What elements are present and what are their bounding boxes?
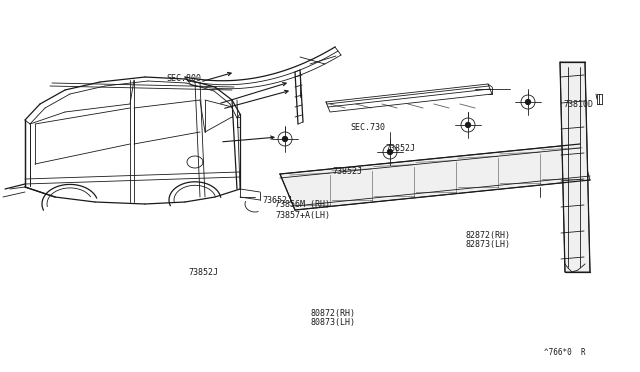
Text: 73810D: 73810D [563, 100, 593, 109]
Polygon shape [560, 62, 590, 272]
Text: 73856M (RH): 73856M (RH) [275, 200, 330, 209]
Text: SEC.730: SEC.730 [351, 123, 386, 132]
Circle shape [465, 122, 470, 128]
Polygon shape [280, 144, 590, 210]
Text: 82873(LH): 82873(LH) [466, 240, 511, 248]
Text: 73852J: 73852J [189, 268, 219, 277]
Text: 73857+A(LH): 73857+A(LH) [275, 211, 330, 220]
Text: SEC.800: SEC.800 [166, 74, 202, 83]
Text: 80873(LH): 80873(LH) [310, 318, 355, 327]
Text: 80872(RH): 80872(RH) [310, 309, 355, 318]
Text: 82872(RH): 82872(RH) [466, 231, 511, 240]
Circle shape [388, 150, 392, 154]
Circle shape [282, 137, 287, 141]
Circle shape [525, 100, 531, 105]
Text: 73852J: 73852J [385, 144, 415, 153]
Text: ^766*0  R: ^766*0 R [544, 348, 586, 357]
Text: 73852J: 73852J [333, 167, 363, 176]
Text: 73652J: 73652J [262, 196, 292, 205]
